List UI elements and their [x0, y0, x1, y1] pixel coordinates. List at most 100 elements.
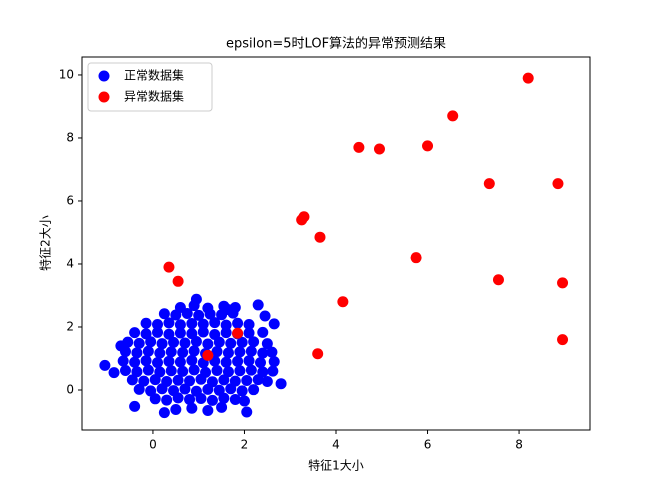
scatter-point: [298, 211, 310, 223]
scatter-point: [232, 327, 244, 339]
scatter-point: [236, 385, 248, 397]
scatter-point: [229, 393, 241, 405]
scatter-point: [234, 365, 246, 377]
scatter-point: [163, 317, 175, 329]
scatter-point: [202, 404, 214, 416]
scatter-point: [557, 277, 569, 289]
scatter-point: [202, 302, 214, 314]
scatter-point: [174, 301, 186, 313]
scatter-point: [117, 355, 129, 367]
scatter-point: [312, 348, 324, 360]
scatter-point: [492, 274, 504, 286]
scatter-point: [190, 293, 202, 305]
scatter-point: [218, 374, 230, 386]
scatter-point: [188, 345, 200, 357]
y-axis-label: 特征2大小: [38, 215, 53, 271]
scatter-point: [202, 338, 214, 350]
scatter-point: [168, 385, 180, 397]
scatter-point: [245, 345, 257, 357]
scatter-point: [206, 376, 218, 388]
scatter-point: [557, 334, 569, 346]
scatter-point: [190, 385, 202, 397]
scatter-point: [174, 327, 186, 339]
scatter-point: [234, 346, 246, 358]
scatter-point: [184, 375, 196, 387]
scatter-point: [163, 261, 175, 273]
scatter-point: [314, 231, 326, 243]
scatter-point: [140, 317, 152, 329]
scatter-point: [152, 326, 164, 338]
legend-box: [87, 62, 213, 112]
scatter-point: [232, 317, 244, 329]
scatter-point: [241, 406, 253, 418]
scatter-point: [170, 404, 182, 416]
scatter-point: [248, 384, 260, 396]
scatter-point: [209, 317, 221, 329]
scatter-point: [206, 394, 218, 406]
scatter-point: [133, 383, 145, 395]
scatter-point: [186, 318, 198, 330]
scatter-point: [131, 347, 143, 359]
scatter-point: [222, 347, 234, 359]
scatter-point: [220, 319, 232, 331]
scatter-point: [220, 327, 232, 339]
scatter-point: [165, 346, 177, 358]
scatter-point: [353, 141, 365, 153]
scatter-point: [158, 308, 170, 320]
scatter-point: [184, 393, 196, 405]
scatter-point: [138, 375, 150, 387]
scatter-point: [163, 355, 175, 367]
scatter-point: [373, 143, 385, 155]
scatter-point: [267, 365, 279, 377]
x-axis-label: 特征1大小: [308, 458, 364, 473]
scatter-point: [129, 356, 141, 368]
x-tick-label: 2: [241, 438, 249, 452]
legend-marker: [98, 91, 110, 103]
plot-frame: [81, 56, 591, 431]
scatter-point: [193, 309, 205, 321]
scatter-point: [447, 110, 459, 122]
scatter-point: [99, 359, 111, 371]
scatter-point: [152, 318, 164, 330]
y-tick-label: 2: [66, 319, 74, 333]
legend-marker: [98, 70, 110, 82]
scatter-point: [197, 326, 209, 338]
scatter-point: [243, 318, 255, 330]
y-tick-label: 4: [66, 256, 74, 270]
scatter-point: [552, 178, 564, 190]
scatter-point: [257, 366, 269, 378]
scatter-point: [259, 310, 271, 322]
y-tick-label: 6: [66, 193, 74, 207]
scatter-point: [186, 328, 198, 340]
x-tick-label: 4: [332, 438, 340, 452]
scatter-point: [163, 328, 175, 340]
scatter-point: [216, 401, 228, 413]
scatter-point: [211, 346, 223, 358]
scatter-point: [232, 355, 244, 367]
y-tick-label: 10: [59, 67, 74, 81]
scatter-point: [236, 336, 248, 348]
scatter-point: [158, 407, 170, 419]
scatter-point: [261, 375, 273, 387]
scatter-point: [483, 178, 495, 190]
scatter-point: [119, 364, 131, 376]
scatter-point: [188, 364, 200, 376]
scatter-point: [213, 384, 225, 396]
scatter-point: [222, 366, 234, 378]
scatter-point: [126, 374, 138, 386]
scatter-point: [522, 72, 534, 84]
scatter-point: [202, 349, 214, 361]
scatter-point: [129, 327, 141, 339]
scatter-point: [154, 366, 166, 378]
scatter-point: [172, 275, 184, 287]
scatter-point: [140, 355, 152, 367]
scatter-point: [238, 395, 250, 407]
scatter-point: [248, 336, 260, 348]
scatter-point: [129, 400, 141, 412]
scatter-point: [241, 375, 253, 387]
scatter-point: [140, 328, 152, 340]
scatter-point: [229, 301, 241, 313]
scatter-point: [197, 318, 209, 330]
